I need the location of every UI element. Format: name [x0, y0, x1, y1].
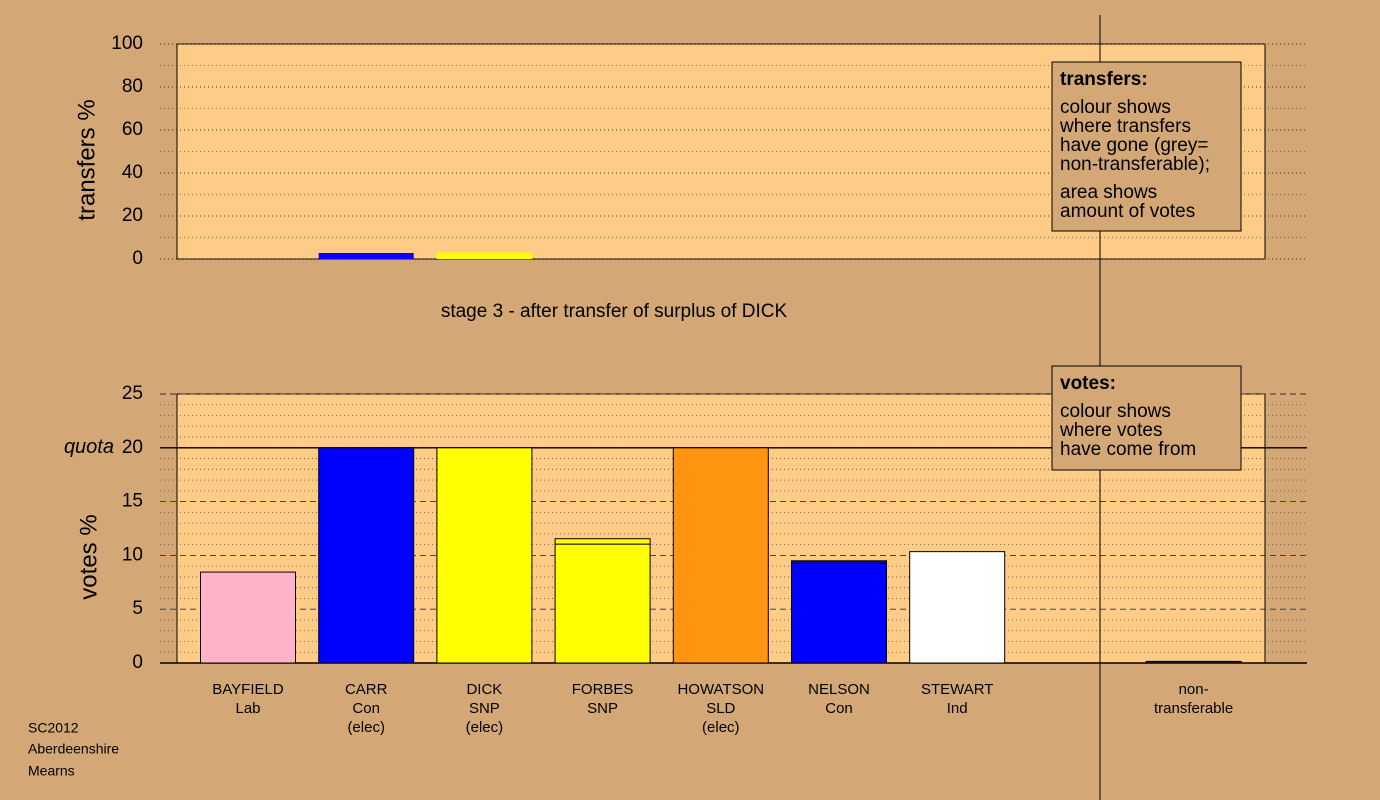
x-tick-label: BAYFIELD — [212, 681, 284, 698]
x-tick-label: FORBES — [572, 681, 634, 698]
x-tick-label: DICK — [466, 681, 502, 698]
bar-segment — [554, 538, 651, 545]
legend-text: where votes — [1059, 420, 1162, 441]
x-tick-label: HOWATSON — [677, 681, 764, 698]
footer-text: SC2012 — [28, 720, 79, 736]
legend-text: colour shows — [1060, 401, 1171, 422]
y-tick-label: 15 — [122, 491, 143, 512]
legend-title: transfers: — [1060, 69, 1148, 90]
y-tick-label: 5 — [132, 598, 143, 619]
x-tick-label: (elec) — [466, 719, 504, 736]
x-tick-label: STEWART — [921, 681, 994, 698]
bar-segment — [672, 447, 769, 664]
legend-text: colour shows — [1060, 97, 1171, 118]
legend-text: where transfers — [1059, 116, 1191, 137]
x-tick-label: NELSON — [808, 681, 870, 698]
legend-title: votes: — [1060, 373, 1116, 394]
legend-text: non-transferable); — [1060, 154, 1210, 175]
x-tick-label: SNP — [587, 700, 618, 717]
y-tick-label: 10 — [122, 544, 143, 565]
x-tick-label: CARR — [345, 681, 388, 698]
bar-segment — [791, 562, 887, 664]
x-tick-label: (elec) — [702, 719, 740, 736]
y-tick-label: 40 — [122, 162, 143, 183]
x-tick-label: (elec) — [347, 719, 385, 736]
y-tick-label: 60 — [122, 119, 143, 140]
x-tick-label: Con — [352, 700, 380, 717]
bar-segment — [318, 252, 414, 259]
y-tick-label: 0 — [132, 248, 143, 269]
legend-text: amount of votes — [1060, 201, 1195, 222]
x-tick-label: Lab — [235, 700, 260, 717]
x-tick-label: transferable — [1154, 700, 1233, 717]
x-tick-label: SLD — [706, 700, 735, 717]
x-tick-label: Con — [825, 700, 853, 717]
y-tick-label: 25 — [122, 383, 143, 404]
legend-text: have come from — [1060, 439, 1196, 460]
y-tick-label: 0 — [132, 652, 143, 673]
x-tick-label: Ind — [947, 700, 968, 717]
x-tick-label: SNP — [469, 700, 500, 717]
bar-segment — [436, 252, 532, 259]
y-axis-title: votes % — [75, 514, 102, 599]
bar-segment — [909, 551, 1006, 664]
x-tick-label: non- — [1179, 681, 1209, 698]
bar-segment — [554, 543, 651, 664]
bar-segment — [436, 447, 533, 664]
legend-box — [1051, 61, 1242, 232]
y-tick-label: 80 — [122, 76, 143, 97]
bar-segment — [318, 447, 415, 664]
y-tick-label: 20 — [122, 437, 143, 458]
y-axis-title: transfers % — [73, 99, 100, 220]
bar-segment — [200, 571, 296, 664]
footer-text: Aberdeenshire — [28, 741, 119, 757]
chart-title: stage 3 - after transfer of surplus of D… — [441, 301, 788, 322]
legend-text: have gone (grey= — [1060, 135, 1208, 156]
legend-text: area shows — [1060, 182, 1157, 203]
footer-text: Mearns — [28, 763, 75, 779]
legend-box — [1051, 365, 1242, 471]
bar-segment — [1145, 660, 1242, 664]
marks — [160, 252, 1307, 664]
quota-label: quota — [64, 436, 114, 458]
y-tick-label: 20 — [122, 205, 143, 226]
y-tick-label: 100 — [111, 33, 143, 54]
bar-segment — [791, 560, 887, 564]
